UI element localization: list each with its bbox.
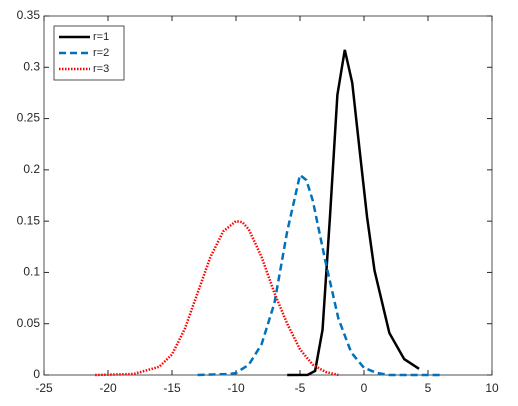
series-line — [287, 49, 420, 377]
x-tick-label: -5 — [295, 381, 306, 395]
x-tick-label: 5 — [425, 381, 432, 395]
x-tick-label: -25 — [35, 381, 53, 395]
series-line — [197, 172, 441, 377]
y-tick-label: 0.2 — [23, 162, 40, 176]
y-tick-label: 0.25 — [17, 111, 41, 125]
legend-label: r=1 — [93, 31, 109, 43]
legend-label: r=3 — [93, 63, 109, 75]
y-tick-label: 0.05 — [17, 316, 41, 330]
y-tick-label: 0 — [33, 367, 40, 381]
x-tick-label: -10 — [227, 381, 245, 395]
y-tick-label: 0.35 — [17, 8, 41, 22]
x-tick-label: 0 — [361, 381, 368, 395]
x-tick-label: -15 — [163, 381, 181, 395]
y-tick-label: 0.15 — [17, 213, 41, 227]
x-tick-label: 10 — [485, 381, 499, 395]
legend-label: r=2 — [93, 47, 109, 59]
y-tick-label: 0.1 — [23, 265, 40, 279]
y-tick-label: 0.3 — [23, 59, 40, 73]
x-tick-label: -20 — [99, 381, 117, 395]
